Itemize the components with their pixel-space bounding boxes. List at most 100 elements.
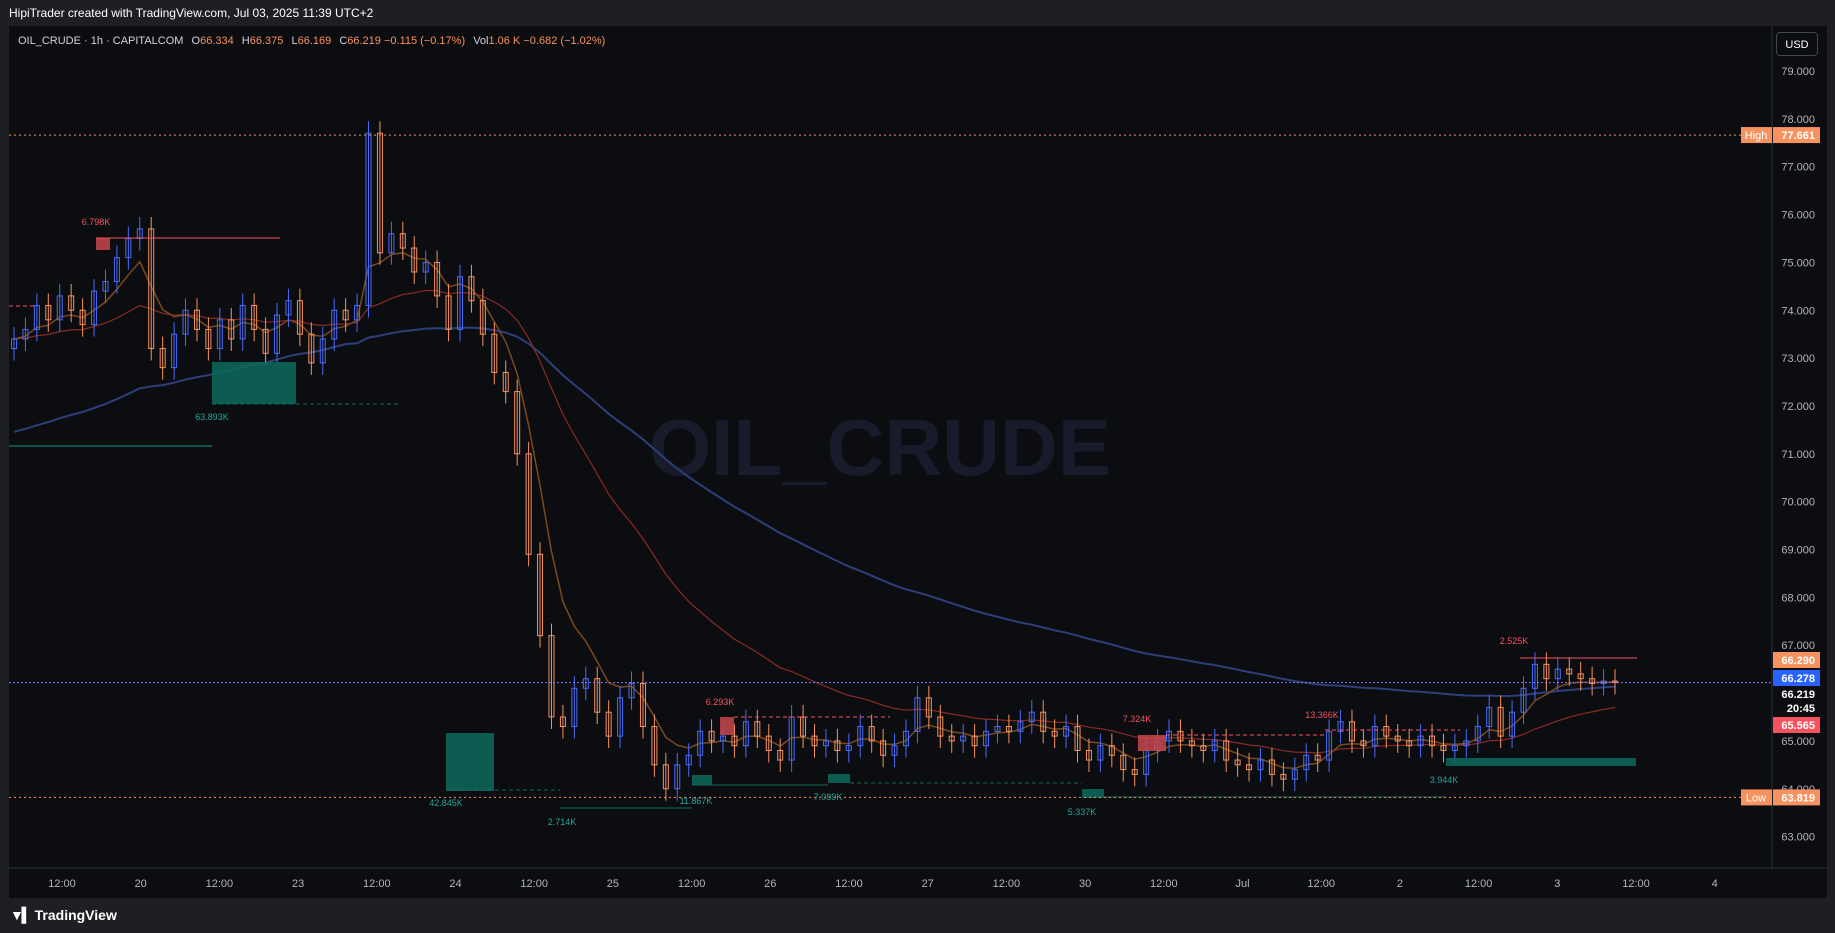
x-tick-label: 25 xyxy=(607,878,619,890)
candle-body xyxy=(296,300,303,335)
candle-body xyxy=(228,319,235,340)
candle-body xyxy=(1166,730,1173,742)
volume-annotation: 2.714K xyxy=(548,817,577,827)
symbol-legend: OIL_CRUDE · 1h · CAPITALCOM O66.334 H66.… xyxy=(18,35,605,47)
chart-area[interactable] xyxy=(9,26,1827,898)
price-label-box xyxy=(1773,789,1820,806)
candle-body xyxy=(525,453,532,555)
candle-body xyxy=(937,716,944,737)
candle-body xyxy=(1303,754,1310,771)
candle-body xyxy=(983,730,990,747)
candle-body xyxy=(182,309,189,335)
candle-body xyxy=(822,740,829,747)
x-tick-label: 12:00 xyxy=(1622,878,1650,890)
candle-body xyxy=(434,261,441,297)
volume-annotation: 7.089K xyxy=(814,792,843,802)
candle-body xyxy=(1440,745,1447,751)
candle-body xyxy=(1406,740,1413,747)
candle-body xyxy=(1531,663,1538,689)
candle-body xyxy=(1337,721,1344,732)
candle-body xyxy=(468,276,475,302)
volume-annotation: 63.893K xyxy=(195,412,229,422)
candle-body xyxy=(754,721,761,737)
y-tick-label: 72.000 xyxy=(1781,401,1815,413)
candle-body xyxy=(1451,745,1458,751)
chart-title: HipiTrader created with TradingView.com,… xyxy=(9,6,374,20)
candle-body xyxy=(708,730,715,742)
price-label-value: 77.661 xyxy=(1781,130,1815,142)
candle-body xyxy=(971,735,978,747)
y-tick-label: 68.000 xyxy=(1781,592,1815,604)
candle-body xyxy=(891,745,898,756)
volume-annotation: 5.337K xyxy=(1068,807,1097,817)
price-label-box xyxy=(1773,686,1820,702)
candle-body xyxy=(102,281,109,292)
candle-body xyxy=(811,735,818,747)
candle-body xyxy=(22,328,29,340)
currency-button[interactable]: USD xyxy=(1776,32,1818,56)
tradingview-logo[interactable]: ▼▍ TradingView xyxy=(10,907,117,924)
candle-body xyxy=(239,304,246,340)
x-tick-label: 12:00 xyxy=(835,878,863,890)
volume-annotation: 42.845K xyxy=(429,798,463,808)
candle-body xyxy=(1131,769,1138,775)
candle-body xyxy=(1211,740,1218,751)
candle-body xyxy=(1348,721,1355,742)
candle-body xyxy=(479,300,486,335)
candle-body xyxy=(365,132,372,306)
candle-body xyxy=(159,348,166,369)
candle-body xyxy=(1017,721,1024,732)
candle-body xyxy=(559,716,566,728)
candle-body xyxy=(594,678,601,713)
candle-body xyxy=(1074,726,1081,751)
y-tick-label: 78.000 xyxy=(1781,114,1815,126)
y-tick-label: 65.000 xyxy=(1781,736,1815,748)
candle-body xyxy=(1005,726,1012,732)
x-tick-label: 12:00 xyxy=(48,878,76,890)
price-label-box xyxy=(1773,717,1820,733)
candle-body xyxy=(91,290,98,326)
candle-body xyxy=(925,697,932,718)
candle-body xyxy=(193,309,200,330)
candle-body xyxy=(1314,754,1321,761)
close-label: C xyxy=(339,35,348,47)
x-tick-label: 23 xyxy=(292,878,304,890)
footer: ▼▍ TradingView xyxy=(0,898,1835,933)
price-label-value: 63.819 xyxy=(1781,792,1815,804)
candle-body xyxy=(251,304,258,330)
x-tick-label: 12:00 xyxy=(1307,878,1335,890)
candle-body xyxy=(1188,740,1195,747)
candle-body xyxy=(1223,740,1230,761)
candle-body xyxy=(216,319,223,350)
candle-body xyxy=(68,295,75,311)
candle-body xyxy=(285,300,292,316)
low-label: L xyxy=(291,35,298,47)
candle-body xyxy=(1028,711,1035,723)
x-tick-label: 12:00 xyxy=(678,878,706,890)
price-label-tag: High xyxy=(1745,130,1768,142)
x-tick-label: 12:00 xyxy=(1465,878,1493,890)
candle-body xyxy=(1257,759,1264,771)
candle-body xyxy=(628,682,635,699)
price-label-box xyxy=(1773,670,1820,686)
price-label-value: 66.278 xyxy=(1781,673,1815,685)
price-label-value: 66.219 xyxy=(1781,689,1815,701)
demand-zone xyxy=(1082,789,1104,798)
candle-body xyxy=(1234,759,1241,766)
candle-body xyxy=(777,749,784,761)
candle-body xyxy=(376,132,383,254)
x-tick-label: 20 xyxy=(135,878,147,890)
candle-body xyxy=(354,304,361,321)
candle-body xyxy=(79,309,86,326)
candle-body xyxy=(1474,726,1481,742)
candle-body xyxy=(308,333,315,364)
candle-body xyxy=(1509,711,1516,737)
candle-body xyxy=(1577,673,1584,680)
x-tick-label: 2 xyxy=(1397,878,1403,890)
symbol-name[interactable]: OIL_CRUDE · 1h · CAPITALCOM xyxy=(18,35,184,47)
y-tick-label: 67.000 xyxy=(1781,640,1815,652)
candle-body xyxy=(765,735,772,751)
candle-body xyxy=(1497,706,1504,737)
supply-zone xyxy=(1138,735,1166,751)
